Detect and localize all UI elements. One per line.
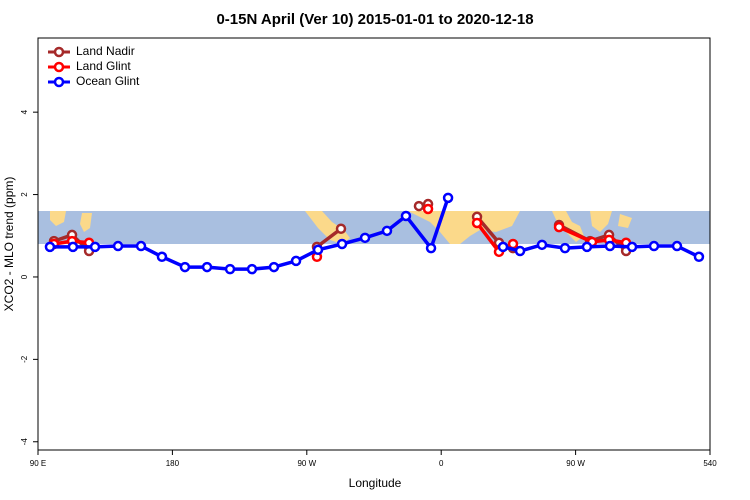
- point: [536, 239, 548, 251]
- point: [156, 251, 168, 263]
- point: [514, 245, 526, 257]
- point: [201, 261, 213, 273]
- chart-title: 0-15N April (Ver 10) 2015-01-01 to 2020-…: [216, 11, 533, 28]
- point: [381, 225, 393, 237]
- point: [471, 217, 483, 229]
- point: [246, 263, 258, 275]
- point: [89, 241, 101, 253]
- point: [422, 203, 434, 215]
- x-axis-label: Longitude: [349, 476, 402, 490]
- point: [268, 261, 280, 273]
- point: [413, 200, 425, 212]
- point: [553, 221, 565, 233]
- y-tick-label: 4: [20, 109, 29, 114]
- x-tick-label: 180: [166, 459, 180, 468]
- legend-marker: [53, 46, 65, 58]
- x-tick-label: 540: [703, 459, 717, 468]
- point: [335, 223, 347, 235]
- legend-marker: [53, 61, 65, 73]
- point: [604, 240, 616, 252]
- x-tick-label: 90 E: [30, 459, 46, 468]
- point: [507, 238, 519, 250]
- point: [290, 255, 302, 267]
- point: [336, 238, 348, 250]
- y-tick-label: -4: [20, 438, 29, 446]
- point: [626, 241, 638, 253]
- point: [112, 240, 124, 252]
- map-background: [38, 211, 710, 244]
- legend-marker: [53, 76, 65, 88]
- x-tick-label: 0: [439, 459, 444, 468]
- x-tick-label: 90 W: [566, 459, 585, 468]
- point: [400, 210, 412, 222]
- point: [67, 241, 79, 253]
- point: [581, 241, 593, 253]
- point: [425, 242, 437, 254]
- point: [442, 192, 454, 204]
- point: [224, 263, 236, 275]
- y-axis-label: XCO2 - MLO trend (ppm): [2, 177, 16, 312]
- plot-frame: [37, 37, 711, 451]
- point: [179, 261, 191, 273]
- point: [693, 251, 705, 263]
- y-tick-label: -2: [20, 355, 29, 363]
- point: [359, 232, 371, 244]
- legend-label: Land Glint: [76, 59, 131, 73]
- point: [312, 244, 324, 256]
- legend-label: Land Nadir: [76, 44, 135, 58]
- point: [671, 240, 683, 252]
- point: [497, 241, 509, 253]
- y-tick-label: 0: [20, 274, 29, 279]
- point: [648, 240, 660, 252]
- point: [559, 242, 571, 254]
- point: [44, 241, 56, 253]
- x-tick-label: 90 W: [297, 459, 316, 468]
- point: [135, 240, 147, 252]
- land: [50, 211, 632, 244]
- y-tick-label: 2: [20, 192, 29, 197]
- legend-label: Ocean Glint: [76, 74, 140, 88]
